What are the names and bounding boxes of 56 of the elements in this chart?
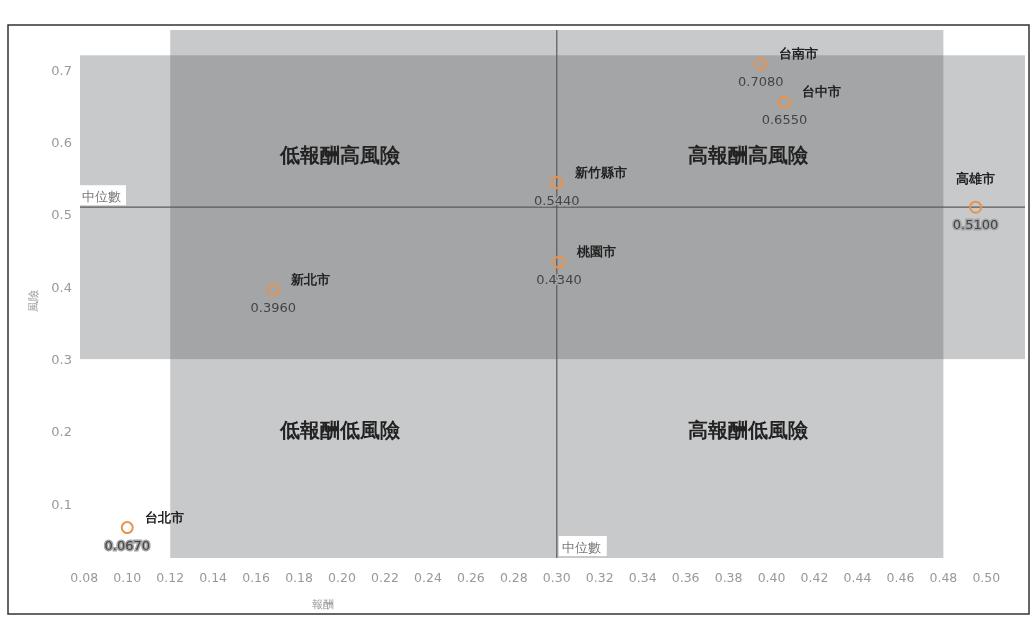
x-tick-label: 0.48: [929, 570, 958, 585]
x-tick-label: 0.22: [371, 570, 399, 585]
series-label: 台北市: [145, 509, 185, 525]
point: [552, 255, 566, 269]
x-tick-label: 0.42: [800, 570, 829, 585]
x-tick-label: 0.10: [113, 570, 142, 585]
x-axis-title: 報酬: [311, 598, 334, 611]
x-tick-label: 0.40: [757, 570, 786, 585]
y-tick-label: 0.2: [51, 424, 72, 440]
annotation: 低報酬高風險: [278, 143, 401, 167]
x-tick-label: 0.46: [886, 570, 915, 585]
x-tick-label: 0.36: [671, 570, 700, 585]
data-label: 0.6550: [761, 112, 808, 128]
x-tick-label: 0.28: [499, 570, 528, 585]
y-tick-label: 0.3: [51, 352, 72, 368]
x-tick-label: 0.32: [585, 570, 614, 585]
x-tick-label: 0.50: [972, 570, 1001, 585]
x-tick-label: 0.24: [414, 570, 442, 585]
ref-line-label: 中位數: [561, 540, 601, 555]
point: [120, 521, 134, 535]
x-tick-label: 0.14: [199, 570, 228, 585]
series-label: 高雄市: [956, 171, 996, 187]
point: [550, 176, 564, 190]
data-label: 0.7080: [738, 73, 784, 89]
y-tick-label: 0.7: [51, 62, 72, 78]
y-tick-label: 0.4: [51, 279, 72, 295]
annotation: 高報酬低風險: [687, 417, 809, 442]
series-label: 桃園市: [575, 244, 616, 260]
x-tick-label: 0.18: [285, 570, 314, 585]
series-label: 台中市: [802, 84, 842, 100]
data-label: 0.3960: [250, 299, 297, 315]
point: [754, 57, 768, 71]
x-tick-label: 0.34: [628, 570, 657, 585]
x-tick-label: 0.12: [156, 570, 185, 585]
series-label: 新竹縣市: [573, 164, 627, 180]
point: [777, 95, 791, 109]
series-label: 新北市: [290, 271, 331, 287]
x-tick-label: 0.44: [843, 570, 872, 585]
y-axis-title: 風險: [27, 290, 40, 313]
x-tick-label: 0.16: [242, 570, 271, 585]
x-tick-label: 0.30: [542, 570, 571, 585]
annotation: 高報酬高風險: [687, 143, 809, 167]
data-label: 0.0670: [104, 537, 150, 553]
ref-line-label: 中位數: [82, 189, 121, 205]
series-label: 台南市: [778, 45, 818, 61]
annotation: 低報酬低風險: [278, 417, 401, 442]
x-tick-label: 0.26: [456, 570, 485, 585]
x-tick-label: 0.38: [714, 570, 743, 585]
y-tick-label: 0.5: [51, 207, 72, 223]
point: [266, 283, 280, 297]
y-tick-label: 0.6: [51, 135, 72, 151]
data-label: 0.5100: [952, 217, 999, 233]
x-tick-label: 0.20: [328, 570, 356, 585]
x-tick-label: 0.08: [70, 570, 99, 585]
y-tick-label: 0.1: [51, 496, 72, 512]
point: [969, 200, 983, 214]
